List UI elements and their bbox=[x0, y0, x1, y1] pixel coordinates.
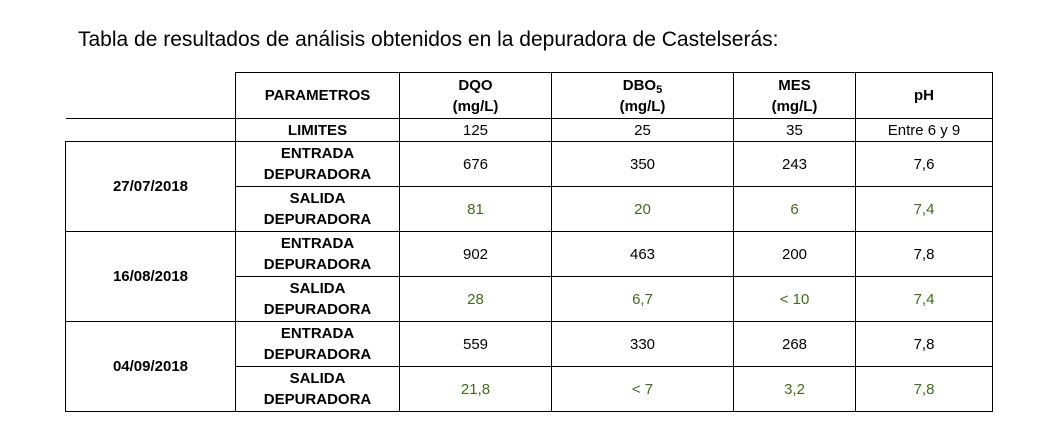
value-dbo: 20 bbox=[551, 186, 734, 232]
table-row: SALIDA DEPURADORA 81 20 6 7,4 bbox=[66, 186, 993, 232]
value-dqo: 28 bbox=[399, 276, 552, 322]
value-dbo: 330 bbox=[551, 321, 734, 367]
value-ph: 7,4 bbox=[855, 276, 993, 322]
value-mes: 3,2 bbox=[733, 366, 856, 412]
value-ph: 7,6 bbox=[855, 141, 993, 187]
row-label-line2: DEPURADORA bbox=[263, 211, 372, 228]
header-mes-unit: (mg/L) bbox=[771, 97, 818, 115]
limits-row: LIMITES 125 25 35 Entre 6 y 9 bbox=[65, 118, 993, 142]
header-ph: pH bbox=[855, 72, 993, 119]
row-label-entrada: ENTRADA DEPURADORA bbox=[235, 141, 400, 187]
row-label-line2: DEPURADORA bbox=[263, 166, 372, 183]
row-label-line1: ENTRADA bbox=[280, 325, 355, 342]
header-parametros: PARAMETROS bbox=[235, 72, 400, 119]
value-dqo: 676 bbox=[399, 141, 552, 187]
table-row: 27/07/2018 ENTRADA DEPURADORA 676 350 24… bbox=[65, 141, 993, 232]
table-row: 16/08/2018 ENTRADA DEPURADORA 902 463 20… bbox=[65, 231, 993, 322]
value-dqo: 902 bbox=[399, 231, 552, 277]
header-dbo-unit: (mg/L) bbox=[619, 97, 666, 115]
header-row: PARAMETROS DQO (mg/L) DBO5 (mg/L) MES (m… bbox=[65, 72, 993, 119]
row-label-line1: ENTRADA bbox=[280, 235, 355, 252]
value-mes: < 10 bbox=[733, 276, 856, 322]
value-ph: 7,8 bbox=[855, 321, 993, 367]
value-mes: 243 bbox=[733, 141, 856, 187]
blank-left-cell bbox=[65, 118, 236, 142]
row-label-line2: DEPURADORA bbox=[263, 256, 372, 273]
row-label-salida: SALIDA DEPURADORA bbox=[235, 366, 400, 412]
header-dbo-name: DBO bbox=[622, 76, 657, 94]
page-title: Tabla de resultados de análisis obtenido… bbox=[78, 28, 779, 51]
header-mes-name: MES bbox=[778, 76, 811, 94]
limits-label: LIMITES bbox=[235, 118, 400, 142]
table-row: SALIDA DEPURADORA 21,8 < 7 3,2 7,8 bbox=[66, 366, 993, 412]
row-label-line2: DEPURADORA bbox=[263, 301, 372, 318]
value-dbo: < 7 bbox=[551, 366, 734, 412]
limit-dbo: 25 bbox=[551, 118, 734, 142]
header-dbo-subscript: 5 bbox=[656, 83, 663, 96]
row-label-line2: DEPURADORA bbox=[263, 391, 372, 408]
value-dqo: 21,8 bbox=[399, 366, 552, 412]
value-ph: 7,8 bbox=[855, 231, 993, 277]
row-label-salida: SALIDA DEPURADORA bbox=[235, 186, 400, 232]
row-label-line1: SALIDA bbox=[289, 280, 346, 297]
value-ph: 7,4 bbox=[855, 186, 993, 232]
header-mes: MES (mg/L) bbox=[733, 72, 856, 119]
value-dbo: 463 bbox=[551, 231, 734, 277]
value-dqo: 559 bbox=[399, 321, 552, 367]
sample-date: 04/09/2018 bbox=[65, 321, 236, 412]
sample-date: 16/08/2018 bbox=[65, 231, 236, 322]
value-mes: 268 bbox=[733, 321, 856, 367]
value-ph: 7,8 bbox=[855, 366, 993, 412]
row-label-line1: SALIDA bbox=[289, 190, 346, 207]
limit-ph: Entre 6 y 9 bbox=[855, 118, 993, 142]
value-dbo: 6,7 bbox=[551, 276, 734, 322]
header-dbo: DBO5 (mg/L) bbox=[551, 72, 734, 119]
sample-date: 27/07/2018 bbox=[65, 141, 236, 232]
limit-dqo: 125 bbox=[399, 118, 552, 142]
table-row: 04/09/2018 ENTRADA DEPURADORA 559 330 26… bbox=[65, 321, 993, 412]
value-mes: 200 bbox=[733, 231, 856, 277]
row-label-salida: SALIDA DEPURADORA bbox=[235, 276, 400, 322]
header-dqo: DQO (mg/L) bbox=[399, 72, 552, 119]
value-mes: 6 bbox=[733, 186, 856, 232]
row-label-line1: SALIDA bbox=[289, 370, 346, 387]
results-table: PARAMETROS DQO (mg/L) DBO5 (mg/L) MES (m… bbox=[65, 72, 993, 412]
row-label-entrada: ENTRADA DEPURADORA bbox=[235, 321, 400, 367]
row-label-line2: DEPURADORA bbox=[263, 346, 372, 363]
row-label-line1: ENTRADA bbox=[280, 145, 355, 162]
value-dqo: 81 bbox=[399, 186, 552, 232]
row-label-entrada: ENTRADA DEPURADORA bbox=[235, 231, 400, 277]
limit-mes: 35 bbox=[733, 118, 856, 142]
value-dbo: 350 bbox=[551, 141, 734, 187]
header-dqo-unit: (mg/L) bbox=[452, 97, 499, 115]
header-dqo-name: DQO bbox=[458, 76, 493, 94]
blank-corner-cell bbox=[65, 72, 236, 119]
